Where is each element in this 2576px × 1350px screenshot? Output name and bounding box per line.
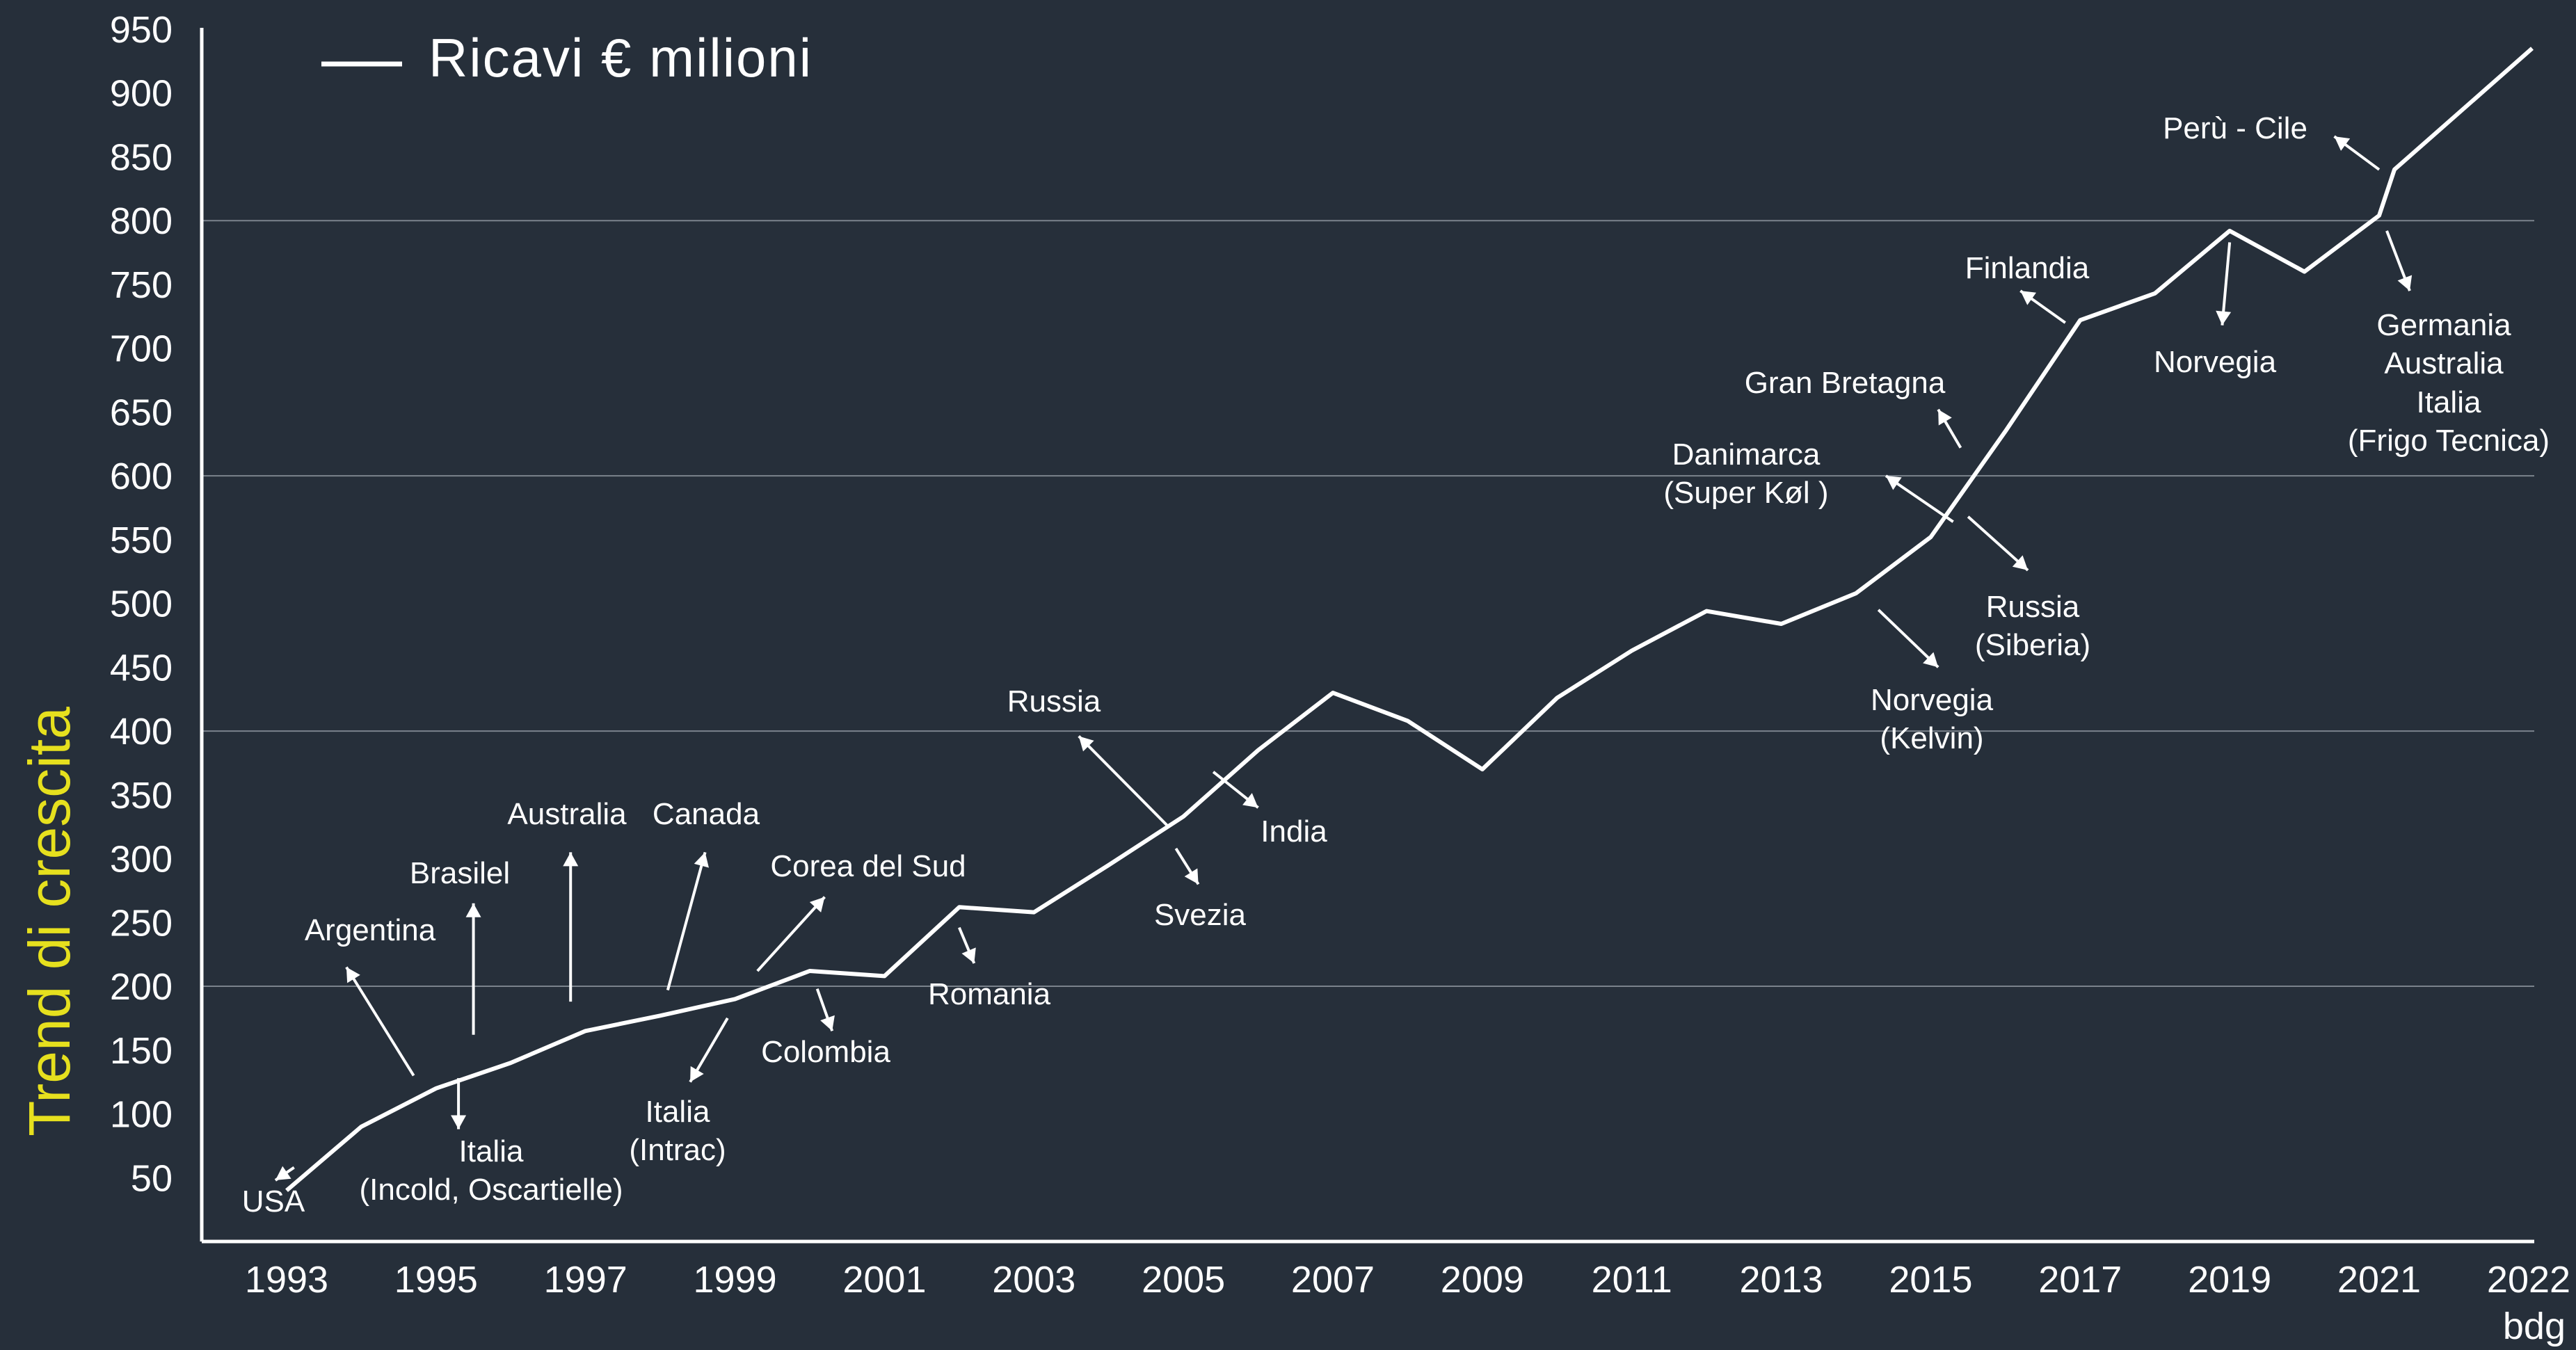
y-tick-label: 400 [110,711,173,753]
annotation-label: (Intrac) [629,1133,726,1167]
annotation-arrowhead [2012,555,2029,570]
x-tick-label: 2021 [2337,1259,2421,1301]
x-tick-label: 2019 [2188,1259,2271,1301]
y-tick-label: 150 [110,1030,173,1072]
annotation-leader [1078,735,1170,828]
x-tick-label: 2009 [1441,1259,1524,1301]
y-tick-label: 550 [110,520,173,561]
annotation-label: (Kelvin) [1880,721,1983,755]
x-tick-label: 1993 [245,1259,328,1301]
x-unit-note: bdg [2503,1305,2566,1347]
annotation-label: USA [242,1184,305,1219]
y-tick-label: 700 [110,328,173,370]
annotation-label: Norvegia [2154,345,2277,379]
x-tick-label: 2007 [1291,1259,1375,1301]
y-axis-label: Trend di crescita [17,707,82,1136]
y-tick-label: 100 [110,1094,173,1136]
annotation-label: Gran Bretagna [1745,366,1946,400]
annotation-label: Norvegia [1871,683,1994,717]
annotation-label: Romania [928,977,1051,1011]
annotation-arrowhead [2216,310,2232,326]
annotation-leader [756,896,826,972]
y-tick-label: 250 [110,902,173,944]
y-tick-labels: 50 100 150 200 250 300 350 400 450 500 550 600 650 70… [110,9,173,1199]
annotation-label: Danimarca [1672,437,1821,472]
x-tick-label: 1999 [694,1259,777,1301]
annotation-arrowhead [2397,275,2413,291]
annotation-arrowhead [820,1015,835,1031]
annotation-label: Australia [2384,346,2504,380]
annotation-arrowhead [961,947,976,964]
annotation-arrowhead [1885,476,1902,490]
annotation-arrowhead [1184,868,1199,885]
annotation-arrowhead [563,852,579,867]
annotation-label: Brasilel [410,856,510,890]
x-tick-labels: 1993 1995 1997 1999 2001 2003 2005 2007 2009 2011… [245,1259,2570,1301]
x-tick-label: 2013 [1740,1259,1823,1301]
annotation-label: Finlandia [1965,251,2090,285]
gridlines [202,220,2534,988]
annotation-label: Perù - Cile [2163,111,2307,145]
legend: Ricavi € milioni [321,27,813,88]
annotation-label: Germania [2376,308,2511,342]
y-tick-label: 350 [110,775,173,817]
annotation-label: (Frigo Tecnica) [2348,424,2550,458]
annotation-leader [666,851,707,991]
x-tick-label: 2015 [1889,1259,1972,1301]
annotation-arrowhead [346,967,360,983]
x-tick-label: 2017 [2038,1259,2122,1301]
y-tick-label: 200 [110,966,173,1008]
annotations: USA Argentina Brasilel Italia (Incold, Oscar… [242,111,2550,1219]
annotation-arrowhead [1078,736,1094,752]
y-tick-label: 500 [110,584,173,625]
x-tick-label: 1997 [544,1259,627,1301]
annotation-arrowhead [690,1066,704,1082]
annotation-label: Argentina [305,913,436,947]
annotation-label: Svezia [1154,898,1247,932]
y-tick-label: 900 [110,73,173,115]
annotation-label: (Super Køl ) [1663,476,1828,510]
x-tick-label: 2005 [1142,1259,1225,1301]
annotation-label: Italia [2417,385,2481,419]
annotation-arrowhead [2020,291,2037,305]
annotation-leader [345,966,415,1077]
annotation-arrowhead [2334,136,2351,151]
x-tick-label: 2022 [2487,1259,2570,1301]
x-tick-label: 2011 [1592,1259,1672,1301]
annotation-label: Russia [1007,684,1101,718]
y-tick-label: 450 [110,647,173,689]
y-tick-label: 650 [110,392,173,433]
y-tick-label: 850 [110,136,173,178]
annotation-arrowhead [809,897,825,913]
legend-label: Ricavi € milioni [429,27,813,88]
x-tick-label: 1995 [394,1259,478,1301]
annotation-label: Colombia [761,1035,890,1069]
annotation-arrowhead [465,903,481,917]
y-tick-label: 600 [110,456,173,497]
y-tick-label: 750 [110,264,173,306]
annotation-arrowhead [694,852,709,868]
y-tick-label: 300 [110,839,173,881]
annotation-label: Corea del Sud [770,849,966,883]
series-line-ricavi [285,47,2534,1192]
annotation-label: Canada [653,797,760,831]
y-tick-label: 50 [131,1157,173,1199]
annotation-arrowhead [275,1166,291,1180]
x-tick-label: 2003 [992,1259,1075,1301]
x-tick-label: 2001 [842,1259,926,1301]
annotation-arrowhead [1938,409,1952,426]
annotation-label: Russia [1986,590,2080,624]
annotation-arrowhead [1923,652,1939,668]
annotation-label: Australia [507,797,627,831]
annotation-label: India [1261,814,1327,849]
annotation-label: Italia [646,1095,710,1129]
annotation-label: (Siberia) [1975,628,2090,662]
annotation-arrowhead [1242,793,1258,808]
annotation-label: (Incold, Oscartielle) [359,1173,623,1207]
annotation-arrowhead [451,1115,467,1130]
y-tick-label: 800 [110,200,173,242]
annotation-label: Italia [459,1134,524,1168]
y-tick-label: 950 [110,9,173,51]
